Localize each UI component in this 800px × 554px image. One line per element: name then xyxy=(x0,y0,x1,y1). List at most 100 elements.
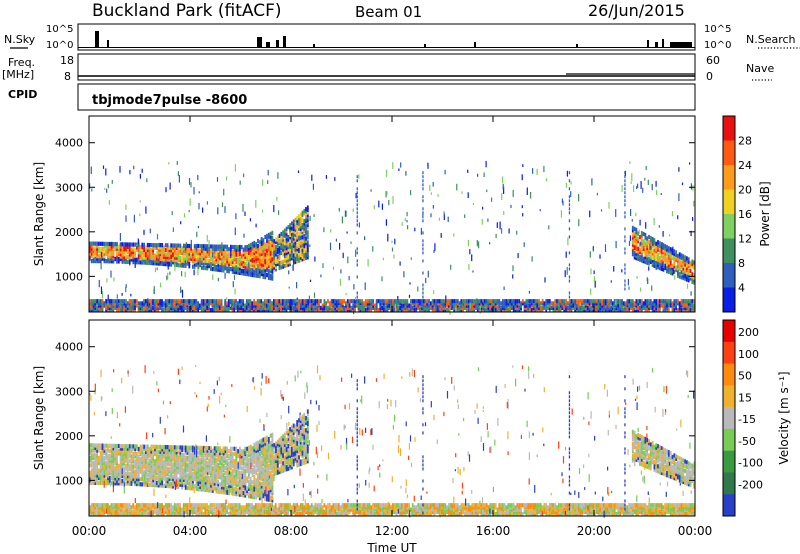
echo-cell xyxy=(653,243,656,248)
echo-cell xyxy=(215,486,218,491)
echo-cell xyxy=(170,472,173,477)
echo-cell xyxy=(305,231,307,236)
echo-cell xyxy=(119,252,122,257)
echo-cell xyxy=(163,461,165,467)
echo-cell xyxy=(559,308,562,313)
echo-cell xyxy=(197,248,200,253)
echo-cell xyxy=(456,305,459,310)
echo-cell xyxy=(299,219,302,224)
echo-cell xyxy=(168,457,171,462)
echo-cell xyxy=(192,464,194,469)
echo-cell xyxy=(306,235,309,240)
echo-cell xyxy=(123,303,126,308)
echo-cell xyxy=(294,254,297,260)
echo-cell xyxy=(266,238,268,243)
echo-cell xyxy=(199,445,201,450)
echo-cell xyxy=(285,246,288,251)
echo-cell xyxy=(299,241,302,246)
echo-cell xyxy=(686,275,688,280)
echo-cell xyxy=(639,250,641,255)
echo-cell xyxy=(231,301,234,306)
echo-cell xyxy=(498,305,501,310)
scatter-gate xyxy=(501,228,503,234)
scatter-gate xyxy=(313,292,316,298)
echo-cell xyxy=(298,246,300,251)
echo-cell xyxy=(164,447,167,452)
echo-cell xyxy=(99,475,102,481)
echo-cell xyxy=(190,457,192,462)
echo-cell xyxy=(136,464,138,469)
echo-cell xyxy=(438,305,441,310)
echo-cell xyxy=(298,299,300,304)
echo-cell xyxy=(644,250,647,255)
echo-cell xyxy=(283,256,286,261)
echo-cell xyxy=(682,273,685,278)
scatter-gate xyxy=(425,277,427,284)
echo-cell xyxy=(514,301,517,306)
echo-cell xyxy=(662,243,665,248)
echo-cell xyxy=(249,308,252,313)
echo-cell xyxy=(253,253,256,258)
echo-cell xyxy=(141,301,144,306)
echo-cell xyxy=(202,470,205,475)
echo-cell xyxy=(240,308,243,313)
scatter-gate xyxy=(438,217,440,221)
echo-cell xyxy=(251,458,254,463)
echo-cell xyxy=(89,249,91,254)
echo-cell xyxy=(210,264,212,269)
echo-cell xyxy=(130,249,133,255)
echo-cell xyxy=(240,456,243,461)
echo-cell xyxy=(291,238,293,243)
echo-cell xyxy=(301,257,304,262)
echo-cell xyxy=(366,303,369,308)
echo-cell xyxy=(222,249,225,254)
echo-cell xyxy=(275,264,277,269)
echo-cell xyxy=(202,463,205,468)
echo-cell xyxy=(188,468,191,473)
echo-cell xyxy=(285,226,288,231)
echo-cell xyxy=(92,448,95,453)
echo-cell xyxy=(186,480,189,485)
echo-cell xyxy=(422,308,425,313)
echo-cell xyxy=(669,254,672,259)
echo-cell xyxy=(146,248,149,253)
echo-cell xyxy=(383,308,385,313)
echo-cell xyxy=(150,461,153,466)
echo-cell xyxy=(610,305,612,310)
echo-cell xyxy=(673,256,676,262)
echo-cell xyxy=(139,469,142,474)
echo-cell xyxy=(213,481,216,486)
echo-cell xyxy=(201,244,203,249)
echo-cell xyxy=(684,255,686,260)
echo-cell xyxy=(658,261,661,266)
echo-cell xyxy=(150,255,153,260)
scatter-gate xyxy=(629,161,631,164)
scatter-gate xyxy=(437,194,439,197)
echo-cell xyxy=(202,458,205,463)
echo-cell xyxy=(215,477,218,482)
echo-cell xyxy=(631,252,634,257)
echo-cell xyxy=(154,451,156,457)
echo-cell xyxy=(285,243,288,248)
echo-cell xyxy=(355,301,358,306)
scatter-gate xyxy=(311,174,313,181)
echo-cell xyxy=(101,249,104,254)
echo-cell xyxy=(217,470,220,475)
echo-cell xyxy=(236,308,239,313)
echo-cell xyxy=(248,467,250,472)
echo-cell xyxy=(175,258,178,263)
echo-cell xyxy=(94,246,97,251)
echo-cell xyxy=(90,475,93,480)
echo-cell xyxy=(157,444,160,449)
echo-cell xyxy=(653,256,656,261)
echo-cell xyxy=(289,235,291,240)
scatter-gate xyxy=(106,278,108,283)
echo-cell xyxy=(586,308,589,313)
scatter-gate xyxy=(621,269,623,273)
echo-cell xyxy=(108,461,111,466)
echo-cell xyxy=(323,305,326,310)
echo-cell xyxy=(684,269,686,274)
echo-cell xyxy=(224,259,227,264)
echo-cell xyxy=(96,460,98,466)
echo-cell xyxy=(108,308,111,313)
